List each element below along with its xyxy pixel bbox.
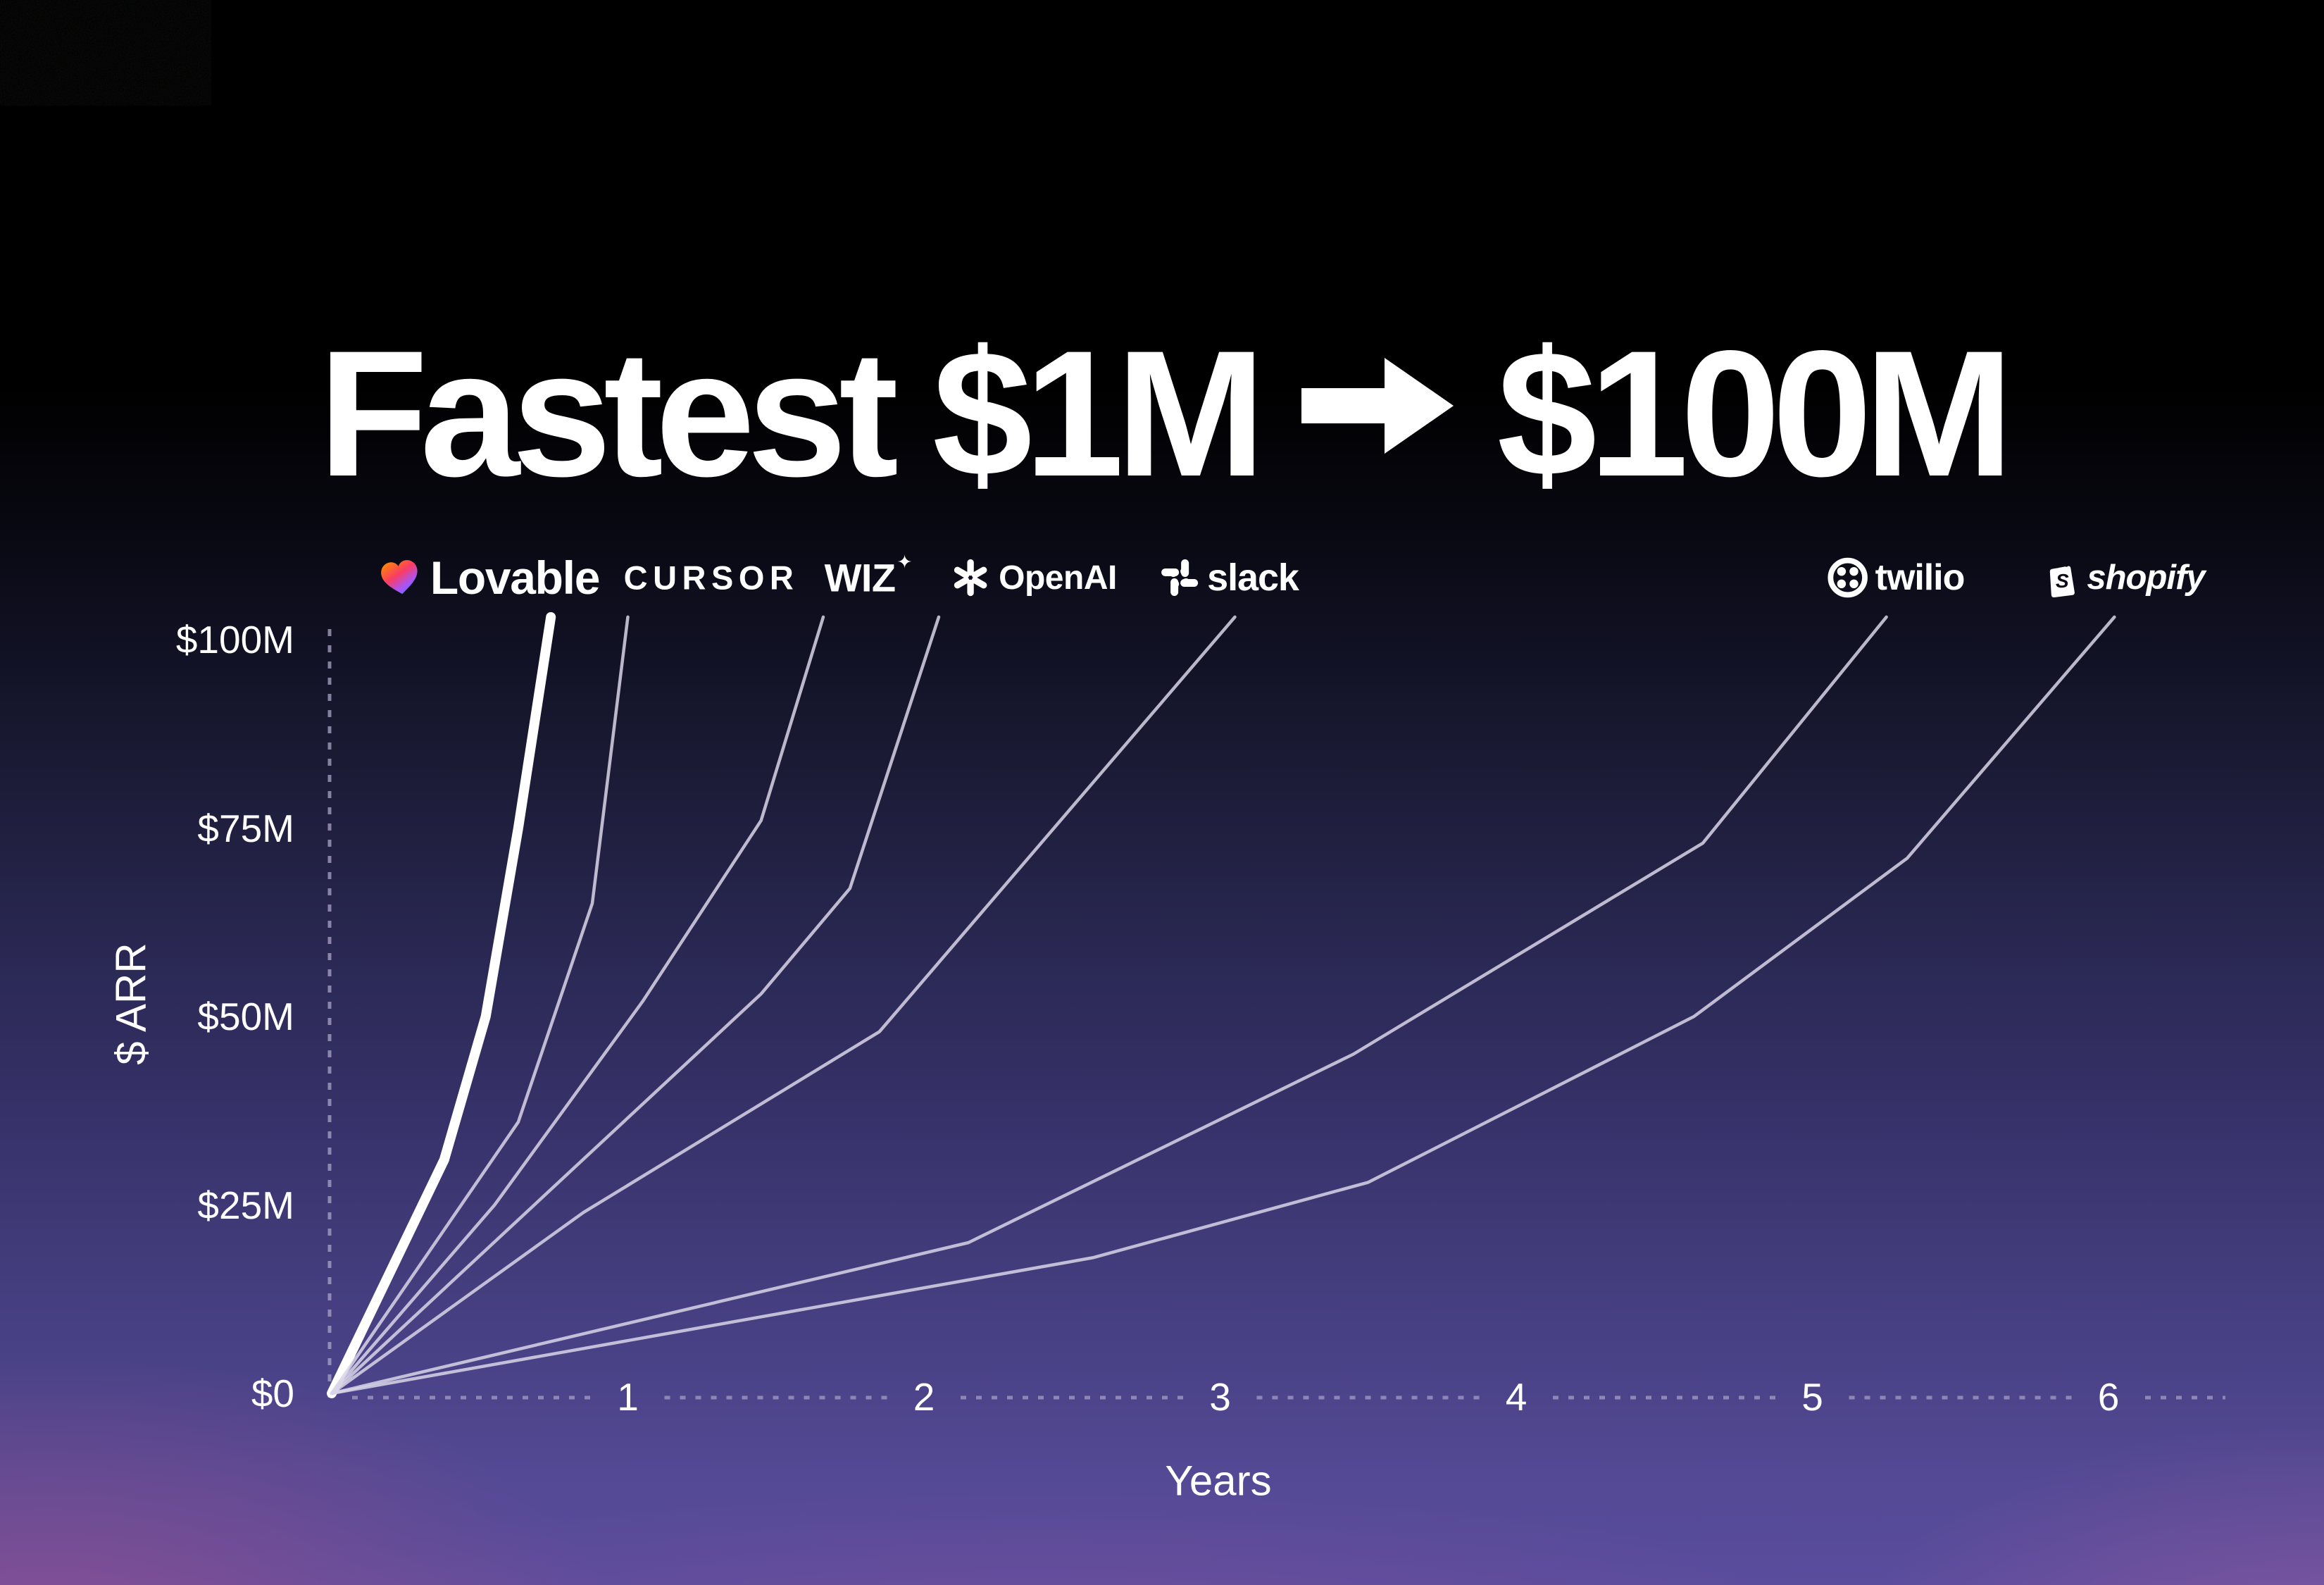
logo-wiz: WIZ ✦ — [824, 552, 913, 601]
arrow-stem — [1301, 387, 1385, 423]
logo-twilio-label: twilio — [1875, 557, 1966, 598]
logo-slack: slack — [1161, 556, 1299, 599]
logo-openai-label: OpenAI — [999, 559, 1117, 597]
y-tick-$25M: $25M — [197, 1183, 294, 1227]
logo-twilio: twilio — [1828, 557, 1965, 599]
title-right: $100M — [1497, 313, 2014, 515]
chart-line-slack — [330, 615, 1237, 1396]
x-tick-3: 3 — [1209, 1375, 1231, 1419]
x-tick-4: 4 — [1505, 1375, 1528, 1419]
y-tick-$75M: $75M — [197, 806, 294, 850]
svg-text:S: S — [2056, 570, 2069, 592]
arrow-right-icon — [1301, 357, 1454, 454]
slack-hash-icon — [1161, 559, 1199, 596]
wiz-sparkle-icon: ✦ — [897, 552, 913, 573]
logo-cursor: CURSOR — [624, 559, 799, 597]
chart-line-openai — [330, 615, 941, 1396]
shopify-bag-icon: S — [2049, 559, 2075, 597]
lovable-heart-icon — [381, 560, 418, 595]
logo-shopify-label: shopify — [2087, 559, 2205, 597]
chart-line-lovable — [327, 611, 556, 1398]
y-tick-$50M: $50M — [197, 995, 294, 1038]
logo-openai: OpenAI — [951, 558, 1117, 597]
y-tick-$0: $0 — [251, 1372, 294, 1415]
logo-cursor-label: CURSOR — [623, 559, 799, 597]
page-title: Fastest $1M $100M — [0, 298, 2324, 530]
y-tick-$100M: $100M — [175, 618, 294, 661]
logo-slack-label: slack — [1207, 557, 1299, 599]
logo-lovable: Lovable — [380, 551, 600, 604]
logo-wiz-label: WIZ — [824, 555, 897, 600]
chart-line-wiz — [330, 615, 825, 1396]
x-axis-title: Years — [1165, 1457, 1272, 1505]
x-tick-6: 6 — [2097, 1375, 2120, 1419]
logo-shopify: S shopify — [2046, 558, 2206, 597]
x-tick-2: 2 — [913, 1375, 935, 1419]
chart-line-cursor — [330, 615, 630, 1396]
x-tick-1: 1 — [617, 1375, 639, 1419]
title-left: Fastest $1M — [318, 313, 1266, 515]
y-axis-title: $ ARR — [107, 943, 155, 1065]
logo-lovable-label: Lovable — [430, 552, 600, 604]
twilio-ring-icon — [1828, 557, 1868, 598]
x-tick-5: 5 — [1801, 1375, 1823, 1419]
openai-blossom-icon — [953, 559, 989, 597]
arrow-head — [1384, 357, 1454, 454]
chart-line-twilio — [330, 615, 1888, 1396]
chart-line-shopify — [330, 615, 2116, 1396]
